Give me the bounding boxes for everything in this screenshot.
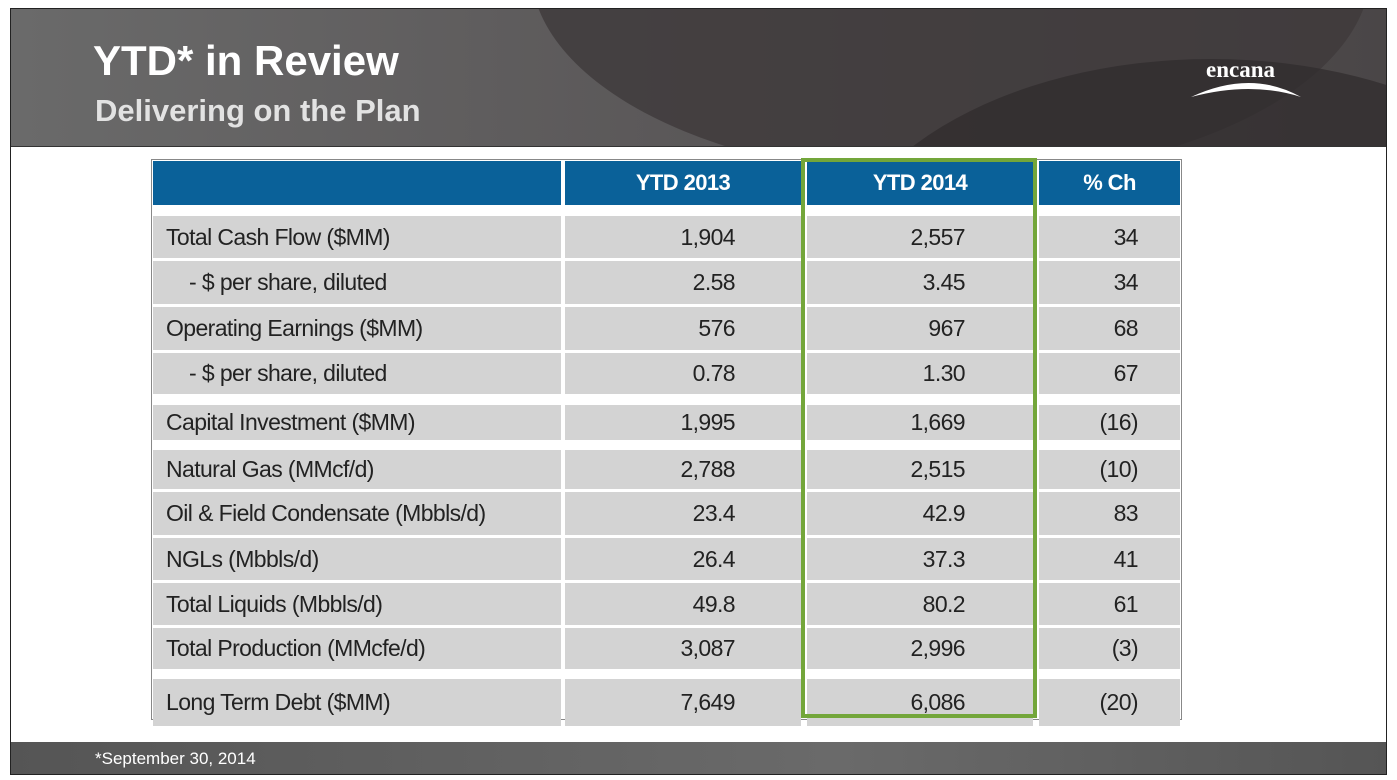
logo: encana [1206,57,1275,82]
value-cell: 7,649 [565,679,801,726]
value-cell: 49.8 [565,583,801,625]
value-cell: 2,557 [807,216,1033,258]
value-cell: 576 [565,307,801,350]
header: YTD* in Review Delivering on the Plan en… [11,9,1386,147]
row-label: Natural Gas (MMcf/d) [153,450,561,489]
value-cell: 37.3 [807,538,1033,580]
value-cell: 2,996 [807,628,1033,669]
header-decoration [538,9,1386,146]
slide: YTD* in Review Delivering on the Plan en… [10,8,1387,775]
value-cell: 1,904 [565,216,801,258]
value-cell: (3) [1039,628,1180,669]
value-cell: 1.30 [807,353,1033,394]
value-cell: 67 [1039,353,1180,394]
value-cell: 23.4 [565,492,801,535]
value-cell: 34 [1039,261,1180,304]
value-cell: 2.58 [565,261,801,304]
table: YTD 2013 YTD 2014% Ch Total Cash Flow ($MM… [151,159,1182,726]
row-label: - $ per share, diluted [153,261,561,304]
row-label: - $ per share, diluted [153,353,561,394]
row-label: Long Term Debt ($MM) [153,679,561,726]
value-cell: 3.45 [807,261,1033,304]
value-cell: (10) [1039,450,1180,489]
row-label: Total Liquids (Mbbls/d) [153,583,561,625]
value-cell: 26.4 [565,538,801,580]
value-cell: 2,515 [807,450,1033,489]
row-label: Total Production (MMcfe/d) [153,628,561,669]
row-label: Operating Earnings ($MM) [153,307,561,350]
title: YTD* in Review [93,37,399,84]
value-cell: 83 [1039,492,1180,535]
value-cell: 34 [1039,216,1180,258]
value-cell: (16) [1039,405,1180,440]
value-cell: 80.2 [807,583,1033,625]
value-cell: 61 [1039,583,1180,625]
column-header: YTD 2014 [807,161,1033,205]
value-cell: 1,995 [565,405,801,440]
value-cell: 6,086 [807,679,1033,726]
row-label: Capital Investment ($MM) [153,405,561,440]
footnote: *September 30, 2014 [95,749,256,768]
value-cell: 967 [807,307,1033,350]
column-header: % Ch [1039,161,1180,205]
value-cell: 2,788 [565,450,801,489]
highlight-box [801,158,1037,718]
value-cell: 42.9 [807,492,1033,535]
footer: *September 30, 2014 [11,742,1386,774]
value-cell: 0.78 [565,353,801,394]
column-header [153,161,561,205]
value-cell: (20) [1039,679,1180,726]
row-label: Oil & Field Condensate (Mbbls/d) [153,492,561,535]
subtitle: Delivering on the Plan [95,93,421,128]
row-label: NGLs (Mbbls/d) [153,538,561,580]
row-label: Total Cash Flow ($MM) [153,216,561,258]
value-cell: 1,669 [807,405,1033,440]
value-cell: 41 [1039,538,1180,580]
value-cell: 3,087 [565,628,801,669]
value-cell: 68 [1039,307,1180,350]
column-header: YTD 2013 [565,161,801,205]
